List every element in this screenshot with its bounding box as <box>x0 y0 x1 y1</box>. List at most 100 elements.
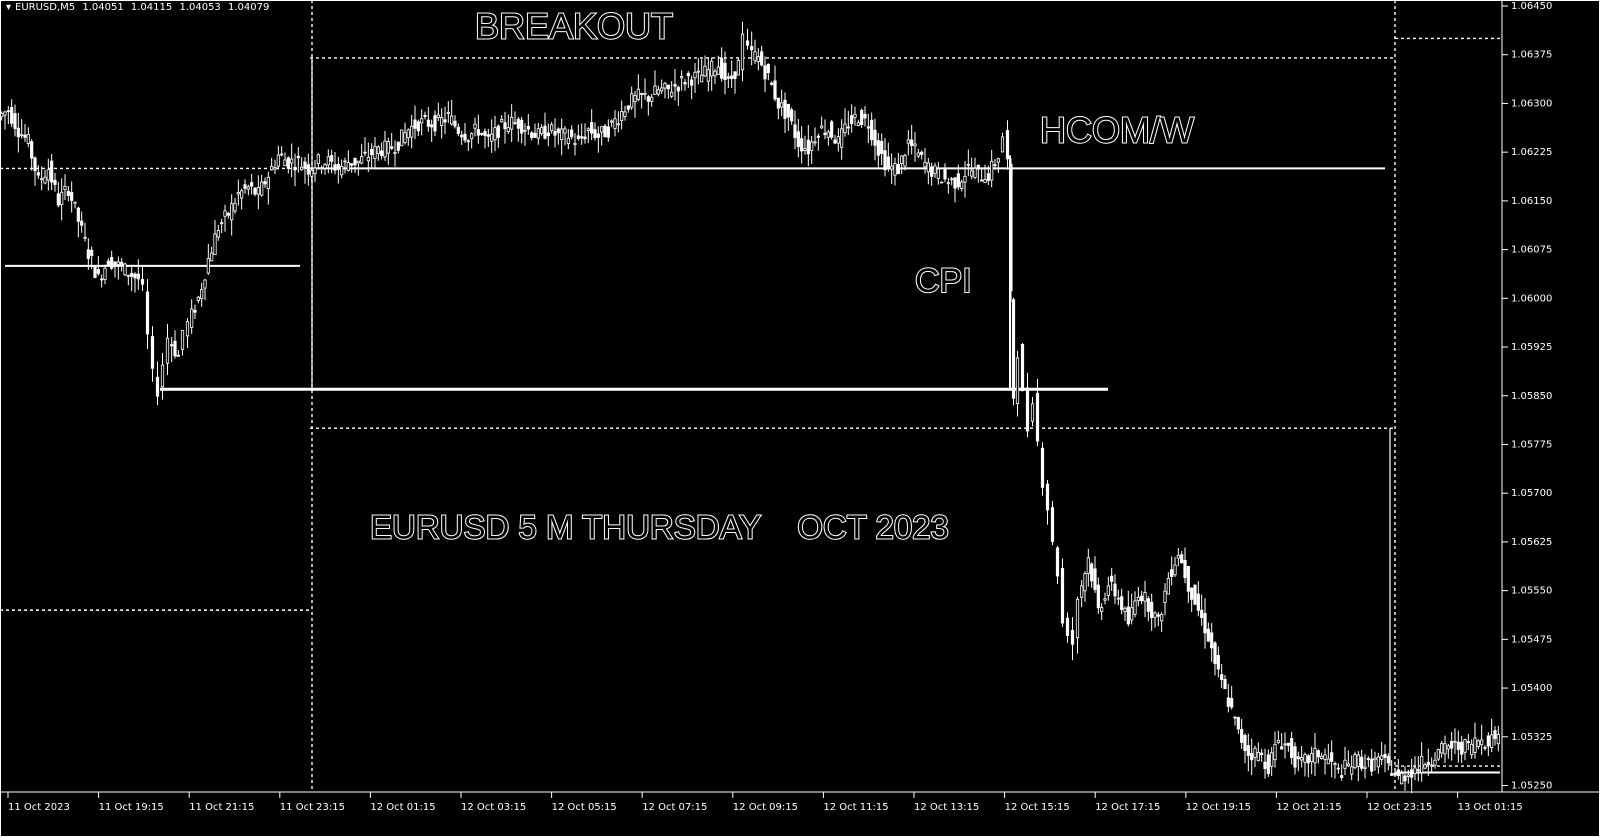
candle-body <box>373 145 377 159</box>
candle-body <box>1473 737 1477 753</box>
candle-body <box>970 170 974 177</box>
candle-body <box>1263 761 1267 769</box>
dropdown-icon[interactable]: ▾ <box>6 2 12 13</box>
price-tick-label: 1.05700 <box>1511 488 1552 499</box>
candle-body <box>873 129 877 146</box>
candle-body <box>280 153 284 156</box>
candle-body <box>1423 764 1427 769</box>
candle-body <box>740 33 745 71</box>
candle-body <box>30 141 34 159</box>
candle-body <box>1025 387 1030 432</box>
candle-body <box>506 127 510 133</box>
candle-body <box>120 261 124 267</box>
candle-body <box>453 120 457 127</box>
candle-body <box>256 187 260 195</box>
candle-body <box>356 160 360 164</box>
candle-body <box>1113 583 1117 597</box>
candle-body <box>550 124 554 131</box>
candle-body <box>350 163 354 166</box>
candle-body <box>1433 759 1437 766</box>
candle-body <box>1296 756 1300 760</box>
candle-body <box>713 70 717 77</box>
candle-body <box>1106 585 1110 596</box>
candle-body <box>683 82 687 85</box>
candle-body <box>1440 743 1444 754</box>
candle-body <box>96 269 100 274</box>
candle-body <box>723 62 727 81</box>
candle-body <box>1096 584 1100 609</box>
candle-body <box>1146 598 1150 612</box>
candle-body <box>836 136 840 144</box>
candle-body <box>486 134 490 137</box>
candle-body <box>730 75 734 80</box>
candle-body <box>196 296 200 301</box>
candle-body <box>736 59 740 76</box>
candle-body <box>1086 557 1090 574</box>
candle-body <box>803 148 807 151</box>
candle-body <box>1253 747 1257 758</box>
candle-body <box>316 154 320 165</box>
candle-body <box>76 207 80 222</box>
candle-body <box>1470 743 1474 755</box>
candle-body <box>1093 568 1097 590</box>
candle-body <box>383 140 387 158</box>
candle-body <box>580 136 584 139</box>
candle-body <box>480 133 484 135</box>
candle-body <box>460 134 464 138</box>
candle-body <box>476 129 480 136</box>
candle-body <box>296 155 300 159</box>
candle-body <box>190 308 194 328</box>
time-tick-label: 12 Oct 23:15 <box>1367 802 1432 813</box>
price-tick-label: 1.06075 <box>1511 245 1552 256</box>
chart-header: ▾ EURUSD,M5 1.04051 1.04115 1.04053 1.040… <box>6 2 273 13</box>
candle-body <box>516 118 520 129</box>
candle-body <box>1373 757 1377 761</box>
candle-body <box>953 177 957 189</box>
candle-body <box>1460 741 1464 755</box>
candle-body <box>1270 752 1274 767</box>
candle-body <box>83 236 87 239</box>
candle-body <box>930 166 934 177</box>
candle-body <box>706 69 710 82</box>
candle-body <box>1153 612 1157 618</box>
candle-body <box>1000 136 1005 153</box>
candle-body <box>523 129 527 132</box>
candle-body <box>843 123 847 133</box>
candle-body <box>670 91 674 97</box>
time-tick-label: 12 Oct 09:15 <box>733 802 798 813</box>
candle-body <box>150 336 155 369</box>
candle-body <box>763 65 767 80</box>
candle-body <box>1011 299 1016 399</box>
candle-body <box>1196 593 1200 611</box>
time-axis[interactable]: 11 Oct 2023 11 Oct 19:15 11 Oct 21:15 11 Oc… <box>7 792 1523 813</box>
candle-body <box>770 82 774 85</box>
candle-body <box>1100 607 1104 612</box>
candle-body <box>170 344 174 347</box>
candle-body <box>1266 754 1270 775</box>
candle-body <box>1323 754 1327 760</box>
candle-body <box>1420 755 1424 773</box>
candle-body <box>1276 739 1280 744</box>
candle-body <box>633 95 637 103</box>
time-tick-label: 12 Oct 07:15 <box>642 802 707 813</box>
candle-body <box>413 119 417 129</box>
candle-body <box>810 141 814 151</box>
candle-body <box>1326 758 1330 765</box>
candle-body <box>993 164 997 167</box>
candle-body <box>1005 130 1010 160</box>
candle-body <box>726 76 730 79</box>
candle-body <box>826 131 830 138</box>
candle-body <box>363 151 367 154</box>
candle-body <box>340 165 344 176</box>
candle-body <box>60 191 64 206</box>
candle-body <box>543 125 547 139</box>
candle-body <box>796 131 800 148</box>
candle-body <box>896 164 900 175</box>
candle-body <box>1483 746 1487 749</box>
candle-body <box>1203 613 1207 634</box>
candle-body <box>946 182 950 185</box>
candle-body <box>656 89 660 95</box>
